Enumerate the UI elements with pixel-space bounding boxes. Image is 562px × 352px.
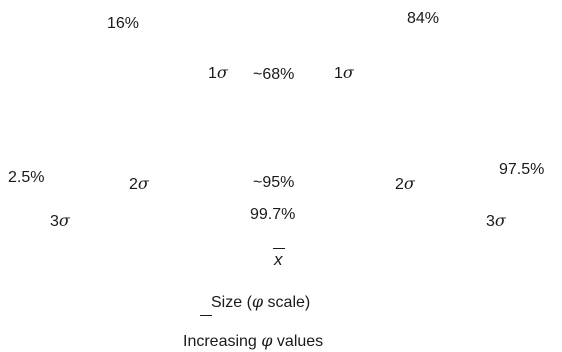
sigma-coefficient: 1 <box>334 65 343 82</box>
overbar <box>273 248 285 249</box>
sigma-coefficient: 2 <box>395 176 404 193</box>
label-2-sigma-right: 2σ <box>395 176 415 193</box>
increasing-label-prefix: Increasing <box>183 333 262 350</box>
label-97-5-percent: 97.5% <box>499 161 545 178</box>
label-3-sigma-right: 3σ <box>486 213 506 230</box>
label-68-percent: ~68% <box>253 66 295 83</box>
phi-symbol: φ <box>251 292 264 311</box>
sigma-coefficient: 3 <box>50 213 59 230</box>
sigma-coefficient: 2 <box>129 176 138 193</box>
label-84-percent: 84% <box>407 10 440 27</box>
increasing-label-suffix: values <box>272 333 324 350</box>
size-label-suffix: scale) <box>263 294 311 311</box>
legend-dash <box>200 315 212 316</box>
sigma-symbol: σ <box>403 174 415 193</box>
label-99-7-percent: 99.7% <box>250 206 296 223</box>
label-2-5-percent: 2.5% <box>8 169 45 186</box>
label-3-sigma-left: 3σ <box>50 213 70 230</box>
sigma-coefficient: 3 <box>486 213 495 230</box>
mean-symbol: x <box>274 250 283 269</box>
increasing-phi-values-label: Increasing φ values <box>183 333 323 350</box>
label-1-sigma-right: 1σ <box>334 65 354 82</box>
label-2-sigma-left: 2σ <box>129 176 149 193</box>
sigma-symbol: σ <box>58 211 70 230</box>
sigma-symbol: σ <box>216 63 228 82</box>
sigma-symbol: σ <box>137 174 149 193</box>
phi-symbol: φ <box>261 331 273 350</box>
sigma-symbol: σ <box>342 63 354 82</box>
label-1-sigma-left: 1σ <box>208 65 228 82</box>
label-16-percent: 16% <box>107 15 140 32</box>
size-label-prefix: Size ( <box>211 294 252 311</box>
sigma-symbol: σ <box>494 211 506 230</box>
size-phi-scale-label: Size (φ scale) <box>211 294 310 311</box>
label-95-percent: ~95% <box>253 174 295 191</box>
sigma-coefficient: 1 <box>208 65 217 82</box>
